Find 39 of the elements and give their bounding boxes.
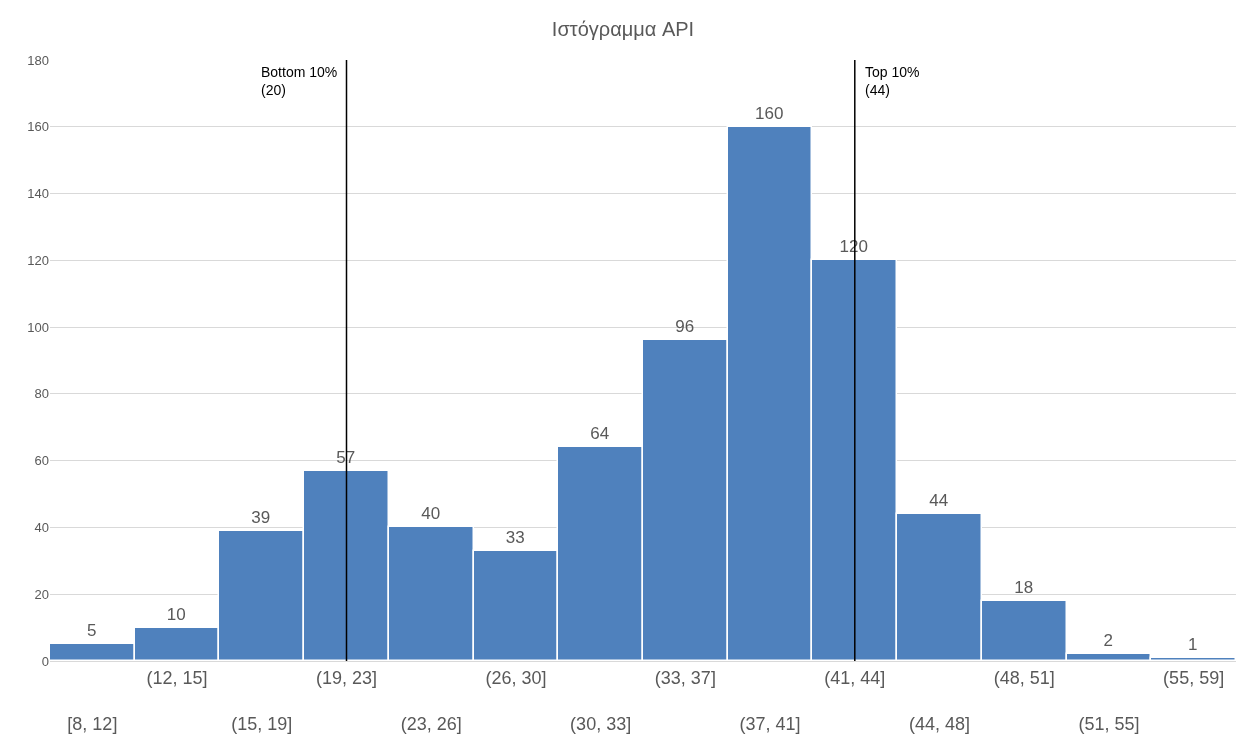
data-label: 96	[675, 317, 695, 337]
data-label: 1	[1188, 635, 1198, 655]
data-label: 160	[755, 104, 784, 124]
y-tick-label: 60	[34, 453, 49, 469]
x-tick-label: (23, 26]	[400, 714, 462, 735]
x-tick-label: (41, 44]	[824, 667, 886, 688]
data-label: 33	[505, 528, 525, 548]
x-tick-label: (33, 37]	[654, 667, 716, 688]
x-tick-label: (37, 41]	[739, 714, 801, 735]
chart-title: Ιστόγραμμα API	[551, 18, 695, 41]
data-label: 64	[590, 424, 610, 444]
data-label: 10	[166, 605, 186, 625]
y-tick-label: 40	[34, 519, 49, 535]
data-label: 44	[929, 491, 949, 511]
ref-line-label: Bottom 10% (20)	[261, 64, 338, 99]
y-tick-label: 0	[41, 653, 49, 669]
x-tick-label: (15, 19]	[231, 714, 293, 735]
x-tick-label: (51, 55]	[1078, 714, 1140, 735]
x-tick-label: (44, 48]	[908, 714, 971, 735]
y-tick-label: 80	[34, 386, 49, 402]
x-tick-label: (30, 33]	[570, 714, 632, 735]
x-tick-label: [8, 12]	[67, 714, 118, 735]
data-label: 40	[421, 504, 441, 524]
y-tick-label: 20	[34, 586, 49, 602]
y-tick-label: 160	[27, 119, 49, 135]
y-tick-label: 100	[27, 319, 49, 335]
data-label: 39	[251, 508, 271, 528]
data-label: 5	[87, 621, 97, 641]
x-tick-label: (19, 23]	[315, 667, 378, 688]
y-tick-label: 140	[27, 186, 49, 202]
data-label: 18	[1014, 578, 1034, 598]
x-tick-label: (26, 30]	[485, 667, 547, 688]
x-tick-label: (48, 51]	[993, 667, 1055, 688]
x-tick-label: (55, 59]	[1163, 667, 1225, 688]
ref-line-label: Top 10% (44)	[865, 64, 920, 99]
x-tick-label: (12, 15]	[146, 667, 208, 688]
y-tick-label: 180	[27, 52, 49, 68]
y-tick-label: 120	[27, 252, 49, 268]
data-label: 2	[1103, 631, 1113, 651]
